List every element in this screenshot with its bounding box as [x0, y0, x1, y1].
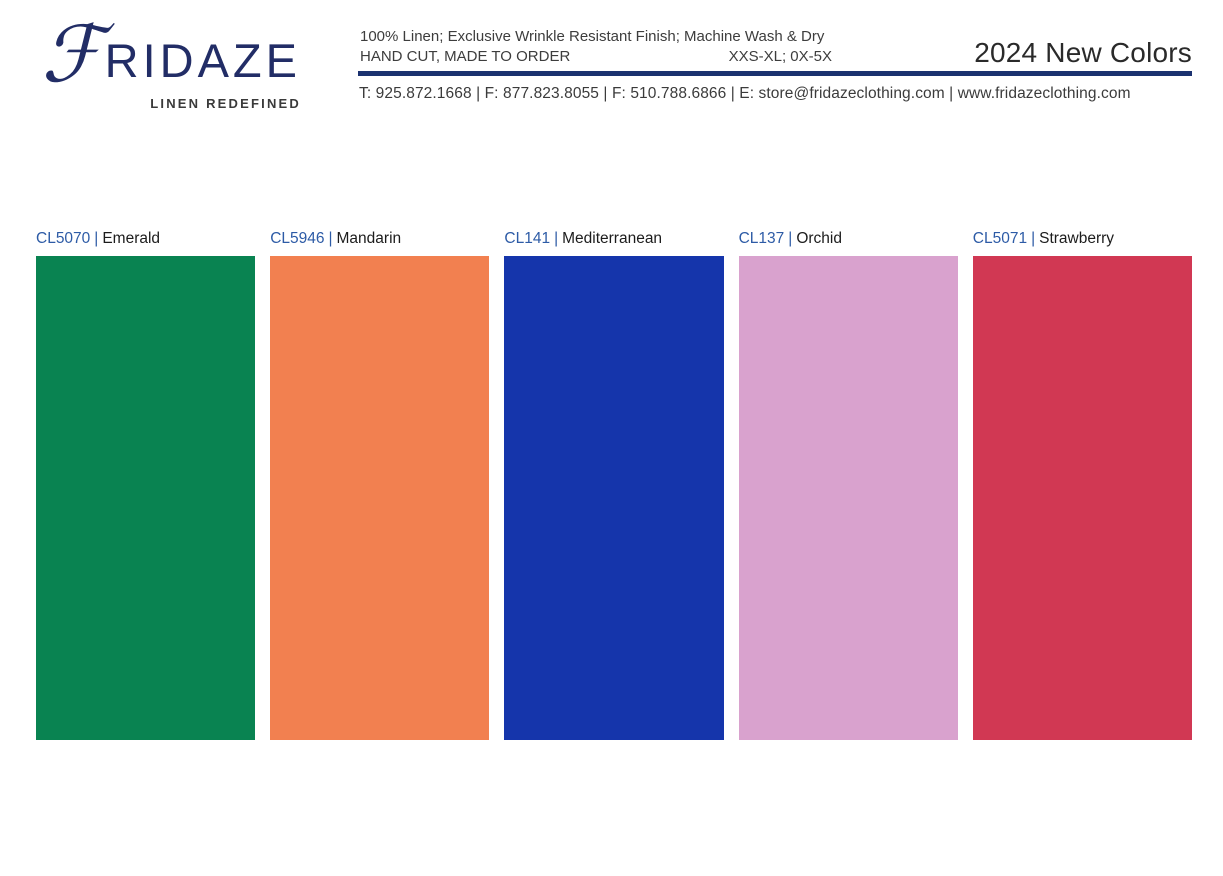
- product-info-size-range: XXS-XL; 0X-5X: [728, 48, 832, 65]
- swatch-card: CL5070 | Emerald: [36, 230, 256, 740]
- header-divider-rule: [358, 71, 1192, 76]
- swatch-card: CL5946 | Mandarin: [270, 230, 490, 740]
- brand-script-f-glyph: ℱ: [41, 10, 103, 100]
- swatch-card: CL141 | Mediterranean: [504, 230, 724, 740]
- swatch-label: CL5071 | Strawberry: [973, 230, 1192, 248]
- brand-wordmark: ℱ RIDAZE: [33, 14, 301, 94]
- product-info-line2-left: HAND CUT, MADE TO ORDER: [360, 48, 571, 65]
- swatch-code: CL141: [504, 230, 551, 247]
- swatch-separator: |: [554, 230, 559, 247]
- swatch-separator: |: [788, 230, 793, 247]
- swatch-name: Orchid: [796, 230, 842, 247]
- swatch-name: Mediterranean: [562, 230, 663, 247]
- swatch-label: CL5946 | Mandarin: [270, 230, 489, 248]
- brand-name-rest: RIDAZE: [104, 34, 301, 87]
- product-info-block: 100% Linen; Exclusive Wrinkle Resistant …: [360, 27, 832, 67]
- swatch-label: CL137 | Orchid: [739, 230, 958, 248]
- product-info-line2: HAND CUT, MADE TO ORDER XXS-XL; 0X-5X: [360, 47, 832, 67]
- swatch-color-block: [36, 256, 256, 740]
- swatch-code: CL5070: [36, 230, 91, 247]
- swatch-name: Emerald: [102, 230, 161, 247]
- swatch-name: Strawberry: [1039, 230, 1115, 247]
- swatch-grid: CL5070 | Emerald CL5946 | Mandarin CL141 | Med…: [36, 230, 1192, 740]
- swatch-label: CL5070 | Emerald: [36, 230, 255, 248]
- swatch-color-block: [504, 256, 724, 740]
- swatch-color-block: [270, 256, 490, 740]
- swatch-code: CL137: [738, 230, 785, 247]
- swatch-separator: |: [1031, 230, 1036, 247]
- swatch-color-block: [738, 256, 958, 740]
- swatch-name: Mandarin: [336, 230, 402, 247]
- brand-tagline: LINEN REDEFINED: [150, 96, 301, 111]
- product-info-line1: 100% Linen; Exclusive Wrinkle Resistant …: [360, 28, 825, 45]
- swatch-card: CL137 | Orchid: [738, 230, 958, 740]
- swatch-separator: |: [328, 230, 333, 247]
- page-title: 2024 New Colors: [974, 37, 1192, 68]
- swatch-label: CL141 | Mediterranean: [504, 230, 723, 248]
- swatch-separator: |: [94, 230, 99, 247]
- swatch-code: CL5071: [972, 230, 1028, 247]
- fridaze-logo: ℱ RIDAZE LINEN REDEFINED: [33, 14, 301, 111]
- contact-line: T: 925.872.1668 | F: 877.823.8055 | F: 5…: [359, 85, 1131, 102]
- swatch-card: CL5071 | Strawberry: [972, 230, 1192, 740]
- swatch-code: CL5946: [270, 230, 325, 247]
- swatch-color-block: [972, 256, 1192, 740]
